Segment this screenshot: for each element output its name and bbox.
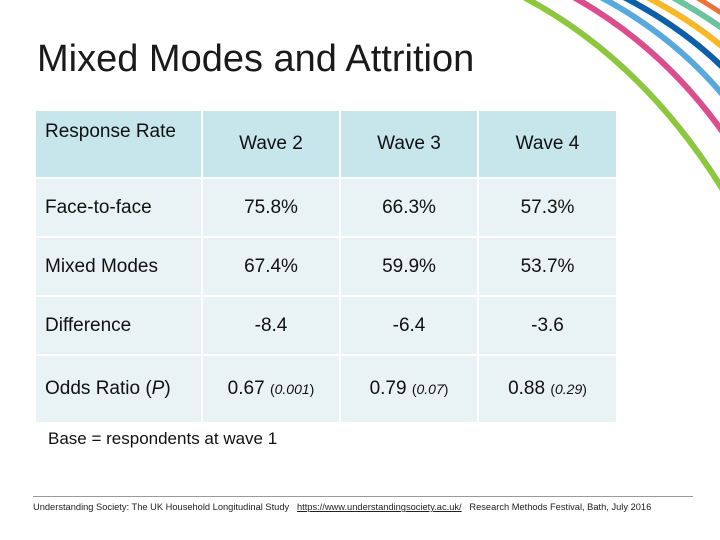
- odds-value: 0.67: [227, 378, 265, 399]
- arc-orange: [696, 0, 720, 16]
- table-row: Odds Ratio (P) 0.67 (0.001) 0.79 (0.07) …: [36, 354, 616, 422]
- footer-divider: [33, 496, 693, 497]
- p-number: 0.07: [416, 381, 444, 397]
- row-label-mixed-modes: Mixed Modes: [36, 236, 202, 296]
- p-value: (0.07): [412, 381, 449, 397]
- header-response-rate: Response Rate: [45, 121, 176, 142]
- arc-teal: [671, 0, 720, 31]
- arc-green: [522, 0, 720, 191]
- header-wave-4: Wave 4: [477, 111, 616, 178]
- arc-dark-blue: [622, 0, 720, 69]
- arc-light-blue: [599, 0, 720, 97]
- slide-title: Mixed Modes and Attrition: [37, 38, 475, 80]
- cell-mixed-modes-wave-2: 67.4%: [201, 236, 340, 296]
- arc-magenta: [572, 0, 720, 134]
- cell-odds-wave-2: 0.67 (0.001): [201, 354, 340, 422]
- p-close: ): [443, 381, 449, 397]
- table-row: Mixed Modes 67.4% 59.9% 53.7%: [36, 236, 616, 296]
- row-label-face-to-face: Face-to-face: [36, 177, 202, 237]
- odds-value: 0.79: [369, 378, 407, 399]
- odds-value: 0.88: [508, 378, 546, 399]
- cell-mixed-modes-wave-4: 53.7%: [477, 236, 616, 296]
- response-rate-table: Response Rate Wave 2 Wave 3 Wave 4 Face-…: [36, 111, 616, 422]
- arc-yellow: [646, 0, 720, 49]
- odds-label-suffix: ): [164, 378, 171, 399]
- table-row: Face-to-face 75.8% 66.3% 57.3%: [36, 177, 616, 237]
- p-value: (0.001): [270, 381, 314, 397]
- odds-label-prefix: Odds Ratio (: [45, 378, 152, 399]
- p-open: (: [269, 381, 275, 397]
- header-wave-3: Wave 3: [339, 111, 478, 178]
- cell-odds-wave-3: 0.79 (0.07): [339, 354, 478, 422]
- footer-event: Research Methods Festival, Bath, July 20…: [469, 502, 652, 512]
- p-number: 0.001: [274, 381, 310, 397]
- cell-difference-wave-4: -3.6: [477, 295, 616, 355]
- p-value: (0.29): [550, 381, 587, 397]
- footer-study: Understanding Society: The UK Household …: [33, 502, 290, 512]
- cell-face-to-face-wave-2: 75.8%: [201, 177, 340, 237]
- base-note: Base = respondents at wave 1: [48, 429, 278, 448]
- odds-label-p: P: [151, 378, 165, 399]
- cell-odds-wave-4: 0.88 (0.29): [477, 354, 616, 422]
- cell-difference-wave-3: -6.4: [339, 295, 478, 355]
- p-close: ): [309, 381, 315, 397]
- table-row: Difference -8.4 -6.4 -3.6: [36, 295, 616, 355]
- p-open: (: [550, 381, 555, 397]
- p-number: 0.29: [555, 381, 583, 397]
- row-label-difference: Difference: [36, 295, 202, 355]
- footer: Understanding Society: The UK Household …: [33, 502, 651, 512]
- p-open: (: [411, 381, 417, 397]
- cell-face-to-face-wave-4: 57.3%: [477, 177, 616, 237]
- cell-face-to-face-wave-3: 66.3%: [339, 177, 478, 237]
- cell-difference-wave-2: -8.4: [201, 295, 340, 355]
- cell-mixed-modes-wave-3: 59.9%: [339, 236, 478, 296]
- table-header-row: Response Rate Wave 2 Wave 3 Wave 4: [36, 111, 616, 178]
- row-label-odds-ratio: Odds Ratio (P): [36, 354, 202, 422]
- footer-link[interactable]: https://www.understandingsociety.ac.uk/: [296, 502, 462, 512]
- header-wave-2: Wave 2: [201, 111, 340, 178]
- p-close: ): [582, 381, 587, 397]
